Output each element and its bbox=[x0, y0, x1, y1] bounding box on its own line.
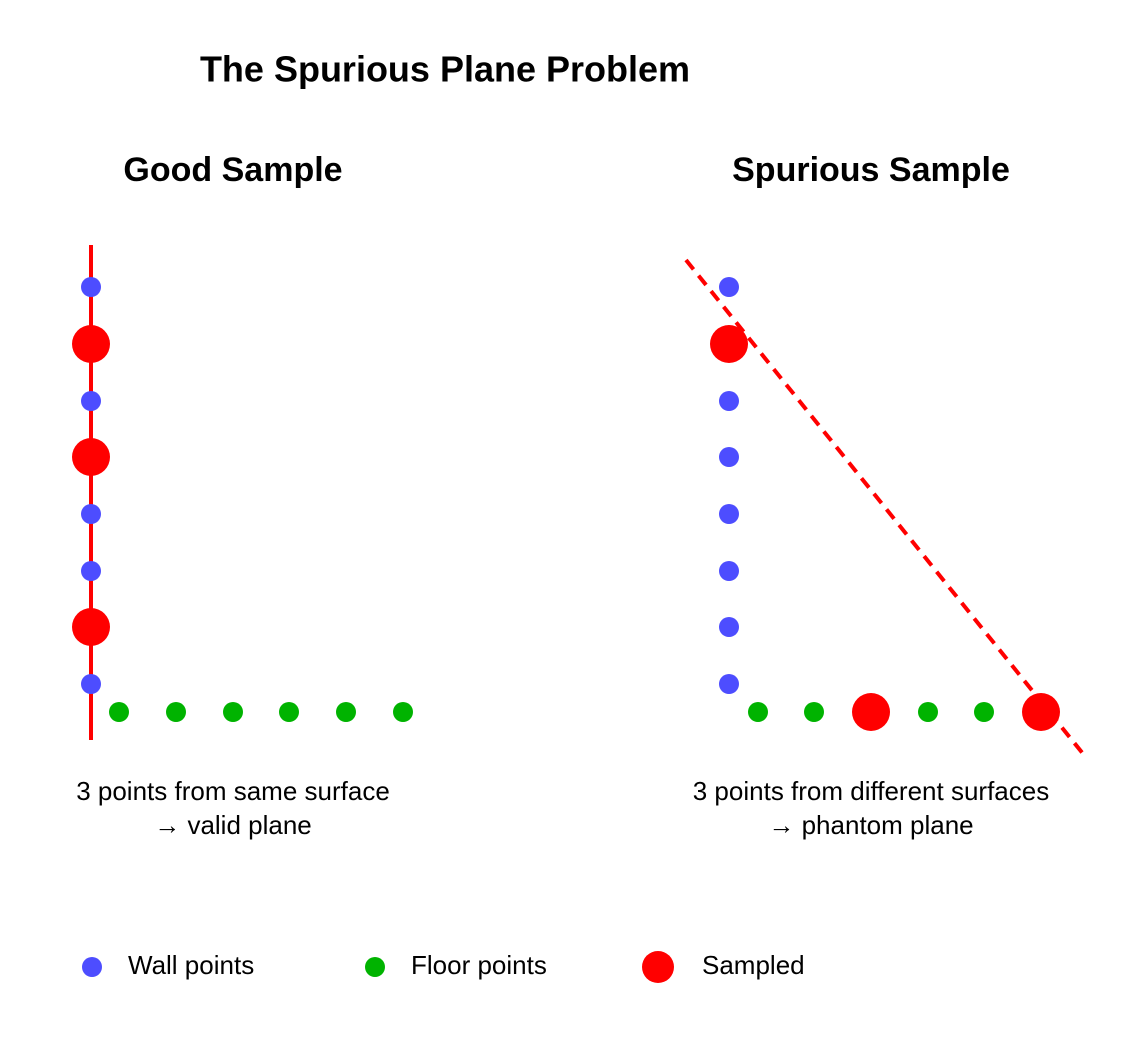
legend-swatch bbox=[82, 957, 102, 977]
phantom-line bbox=[684, 258, 1086, 757]
legend-swatch bbox=[365, 957, 385, 977]
floor-points bbox=[748, 702, 994, 722]
legend: Wall points Floor points Sampled bbox=[82, 950, 805, 983]
sampled-points bbox=[72, 325, 110, 646]
floor-points bbox=[109, 702, 413, 722]
caption: 3 points from different surfaces bbox=[693, 776, 1049, 806]
legend-swatch bbox=[642, 951, 674, 983]
good-panel bbox=[72, 245, 413, 740]
legend-label: Sampled bbox=[702, 950, 805, 980]
panel-title: Good Sample bbox=[123, 151, 342, 189]
caption: → phantom plane bbox=[768, 810, 973, 840]
wall-points bbox=[719, 277, 739, 694]
caption: 3 points from same surface bbox=[76, 776, 390, 806]
legend-label: Wall points bbox=[128, 950, 254, 980]
spurious-panel bbox=[684, 258, 1086, 757]
panel-title: Spurious Sample bbox=[732, 151, 1010, 189]
sampled-points bbox=[710, 325, 1060, 731]
caption: → valid plane bbox=[154, 810, 312, 840]
legend-label: Floor points bbox=[411, 950, 547, 980]
title: The Spurious Plane Problem bbox=[200, 49, 690, 90]
wall-points bbox=[81, 277, 101, 694]
